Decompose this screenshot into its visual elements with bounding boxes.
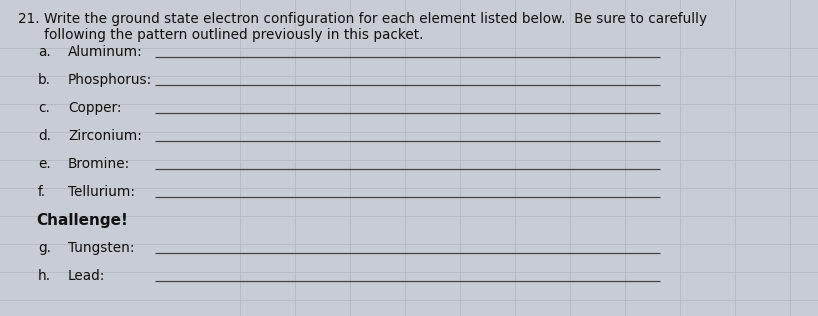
Text: d.: d.: [38, 129, 51, 143]
Text: following the pattern outlined previously in this packet.: following the pattern outlined previousl…: [18, 28, 424, 42]
Text: Aluminum:: Aluminum:: [68, 45, 143, 59]
Text: c.: c.: [38, 101, 50, 115]
Text: Copper:: Copper:: [68, 101, 122, 115]
Text: h.: h.: [38, 269, 51, 283]
Text: Tellurium:: Tellurium:: [68, 185, 135, 199]
Text: b.: b.: [38, 73, 51, 87]
Text: 21. Write the ground state electron configuration for each element listed below.: 21. Write the ground state electron conf…: [18, 12, 707, 26]
Text: Tungsten:: Tungsten:: [68, 241, 134, 255]
Text: Phosphorus:: Phosphorus:: [68, 73, 152, 87]
Text: Lead:: Lead:: [68, 269, 106, 283]
Text: Challenge!: Challenge!: [36, 212, 128, 228]
Text: g.: g.: [38, 241, 51, 255]
Text: Bromine:: Bromine:: [68, 157, 130, 171]
Text: e.: e.: [38, 157, 51, 171]
Text: f.: f.: [38, 185, 46, 199]
Text: Zirconium:: Zirconium:: [68, 129, 142, 143]
Text: a.: a.: [38, 45, 51, 59]
